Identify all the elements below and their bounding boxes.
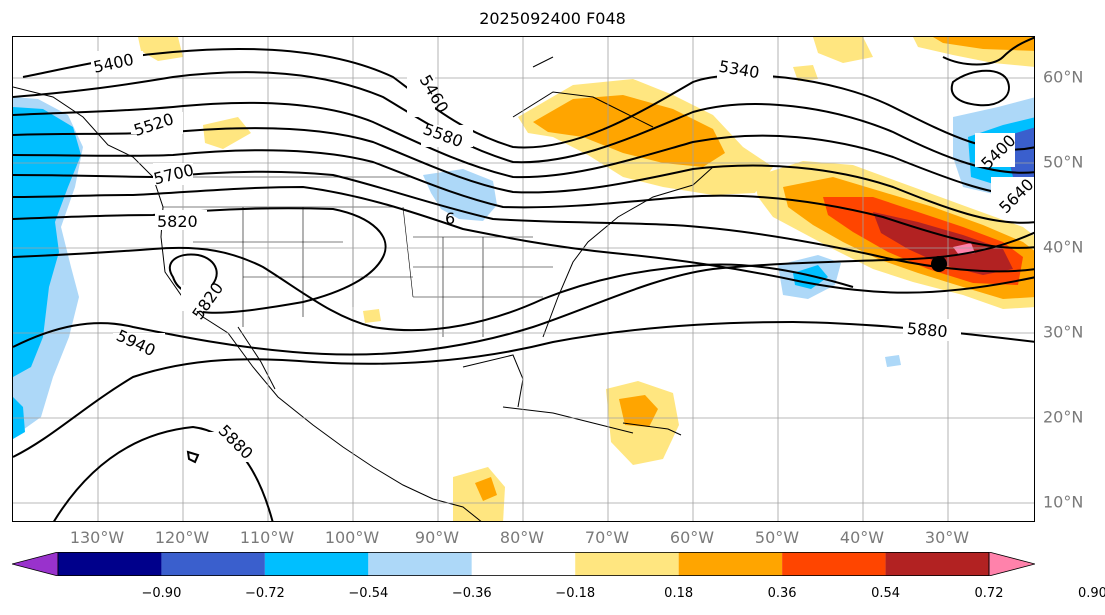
colorbar-cell: [471, 552, 576, 576]
colorbar-tick-label: −0.54: [348, 586, 389, 601]
contour-label-fragment: 6: [445, 209, 455, 228]
longitude-label: 70°W: [584, 528, 630, 547]
colorbar-cell: [12, 552, 59, 576]
contour-label: 5820: [157, 212, 198, 231]
colorbar: [12, 552, 1035, 576]
latitude-label: 10°N: [1043, 492, 1084, 512]
longitude-label: 50°W: [754, 528, 800, 547]
colorbar-cell: [368, 552, 472, 576]
colorbar-cell: [678, 552, 783, 576]
colorbar-tick-label: −0.90: [141, 586, 182, 601]
map-panel: 5400 5460 5520 5580 5700 5820 5820 5940 …: [12, 36, 1035, 522]
colorbar-cell: [575, 552, 679, 576]
colorbar-tick-label: −0.18: [555, 586, 596, 601]
longitude-label: 100°W: [324, 528, 380, 547]
contour-label: 5880: [906, 319, 948, 341]
latitude-label: 30°N: [1043, 322, 1084, 342]
colorbar-tick-label: 0.18: [664, 586, 694, 601]
colorbar-tick-label: 0.90: [1077, 586, 1105, 601]
map-canvas: 5400 5460 5520 5580 5700 5820 5820 5940 …: [13, 37, 1034, 521]
longitude-label: 30°W: [924, 528, 970, 547]
map-title: 2025092400 F048: [479, 9, 626, 28]
longitude-label: 130°W: [69, 528, 125, 547]
latitude-label: 20°N: [1043, 407, 1084, 427]
longitude-label: 60°W: [669, 528, 715, 547]
low-center-marker: [931, 256, 947, 272]
longitude-label: 110°W: [239, 528, 295, 547]
colorbar-cell: [161, 552, 265, 576]
latitude-label: 60°N: [1043, 67, 1084, 87]
colorbar-cell: [988, 552, 1035, 576]
latitude-label: 50°N: [1043, 152, 1084, 172]
longitude-label: 40°W: [839, 528, 885, 547]
colorbar-tick-label: 0.72: [974, 586, 1004, 601]
longitude-label: 80°W: [499, 528, 545, 547]
latitude-label: 40°N: [1043, 237, 1084, 257]
colorbar-tick-label: 0.36: [767, 586, 797, 601]
colorbar-tick-label: −0.72: [244, 586, 285, 601]
colorbar-cell: [782, 552, 886, 576]
colorbar-cell: [885, 552, 989, 576]
longitude-label: 120°W: [154, 528, 210, 547]
colorbar-tick-label: −0.36: [451, 586, 492, 601]
colorbar-cell: [264, 552, 369, 576]
longitude-label: 90°W: [414, 528, 460, 547]
colorbar-cell: [58, 552, 162, 576]
colorbar-tick-label: 0.54: [871, 586, 901, 601]
contour-labels: 5400 5460 5520 5580 5700 5820 5820 5940 …: [91, 50, 1034, 463]
